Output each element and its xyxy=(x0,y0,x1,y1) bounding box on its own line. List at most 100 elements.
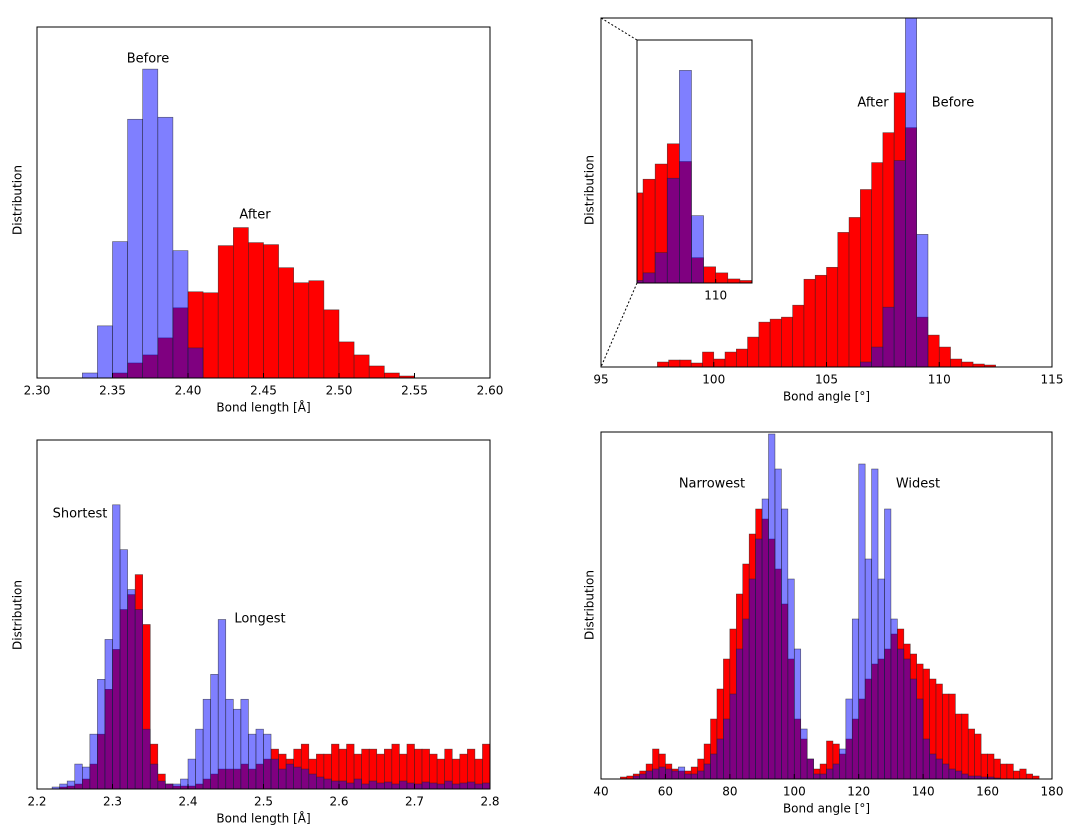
plot-frame xyxy=(600,431,1053,780)
bar xyxy=(248,242,264,378)
bar xyxy=(361,783,370,789)
bar xyxy=(391,743,400,789)
bar xyxy=(263,244,279,378)
bar xyxy=(715,272,729,283)
annotation: Narrowest xyxy=(679,477,745,492)
panel: 95 100 105 110 115 Bond angle [°] Distribution… xyxy=(461,17,1064,404)
bar xyxy=(884,508,892,779)
bar xyxy=(59,783,68,789)
bar xyxy=(948,693,956,779)
bar xyxy=(255,728,264,789)
bar xyxy=(668,359,681,367)
bar xyxy=(619,207,631,283)
bar xyxy=(127,118,143,378)
bar xyxy=(112,504,121,789)
bar xyxy=(703,266,716,283)
bar xyxy=(974,733,982,779)
bar xyxy=(848,217,861,367)
annotation: After xyxy=(239,208,271,223)
annotation: After xyxy=(857,96,889,111)
bar xyxy=(97,325,113,378)
x-tick-label: 100 xyxy=(783,785,806,799)
x-tick-label: 2.45 xyxy=(250,384,277,398)
x-tick-label: 2.30 xyxy=(24,384,51,398)
bars xyxy=(657,18,996,367)
bar xyxy=(316,776,325,789)
bars xyxy=(620,433,1040,779)
bar xyxy=(210,674,219,789)
bar xyxy=(877,578,885,779)
bar xyxy=(414,748,423,789)
bar xyxy=(444,780,453,789)
bar xyxy=(187,758,196,789)
bar xyxy=(993,758,1001,779)
annotation: Shortest xyxy=(53,507,108,522)
bar xyxy=(225,698,234,789)
bar xyxy=(436,783,445,789)
bar xyxy=(860,189,872,367)
bar xyxy=(1025,773,1033,779)
annotation: Longest xyxy=(234,612,285,627)
bar xyxy=(142,728,151,789)
bar xyxy=(1032,775,1040,779)
bar xyxy=(724,351,737,367)
bar xyxy=(66,780,76,789)
bar xyxy=(747,336,760,367)
bar xyxy=(764,282,776,283)
bar xyxy=(703,763,711,779)
bar xyxy=(293,282,310,378)
bar xyxy=(368,365,385,378)
x-tick-label: 95 xyxy=(593,373,608,387)
bar xyxy=(353,778,362,789)
bar xyxy=(368,780,378,789)
bar xyxy=(690,362,703,367)
bar xyxy=(758,321,771,367)
bar xyxy=(755,538,763,779)
bar xyxy=(729,693,737,779)
bar xyxy=(781,508,789,779)
bar xyxy=(813,773,821,779)
bar xyxy=(278,768,287,789)
bar xyxy=(735,348,748,367)
bar xyxy=(202,292,219,378)
bar xyxy=(961,361,974,367)
bar xyxy=(263,733,272,789)
bar xyxy=(74,763,83,789)
bar xyxy=(89,733,98,789)
bar xyxy=(897,648,905,779)
bar xyxy=(800,728,808,779)
bar xyxy=(482,743,490,789)
bar xyxy=(361,748,370,789)
bar xyxy=(819,773,827,779)
bar xyxy=(723,718,731,779)
bar xyxy=(461,275,473,283)
bar xyxy=(639,773,647,779)
bar xyxy=(1000,763,1008,779)
x-tick-label: 100 xyxy=(702,373,725,387)
bar xyxy=(658,766,666,779)
bar xyxy=(645,770,653,779)
bar xyxy=(678,766,686,779)
bar xyxy=(890,618,898,779)
bar xyxy=(769,318,782,367)
bar xyxy=(165,783,174,789)
bar xyxy=(534,259,546,283)
bar xyxy=(149,763,159,789)
x-tick-label: 115 xyxy=(1041,373,1064,387)
bar xyxy=(558,252,570,283)
x-tick-label: 140 xyxy=(912,785,935,799)
bar xyxy=(858,463,866,779)
bar xyxy=(119,549,128,789)
bar xyxy=(293,766,302,789)
bar xyxy=(399,780,408,789)
bar xyxy=(459,782,468,789)
x-tick-label: 2.40 xyxy=(175,384,202,398)
bar xyxy=(270,758,279,789)
bar xyxy=(916,698,924,779)
bar xyxy=(751,281,752,283)
bar xyxy=(642,178,656,283)
bar xyxy=(406,743,415,789)
x-tick-label: 2.35 xyxy=(99,384,126,398)
bars xyxy=(82,68,415,378)
